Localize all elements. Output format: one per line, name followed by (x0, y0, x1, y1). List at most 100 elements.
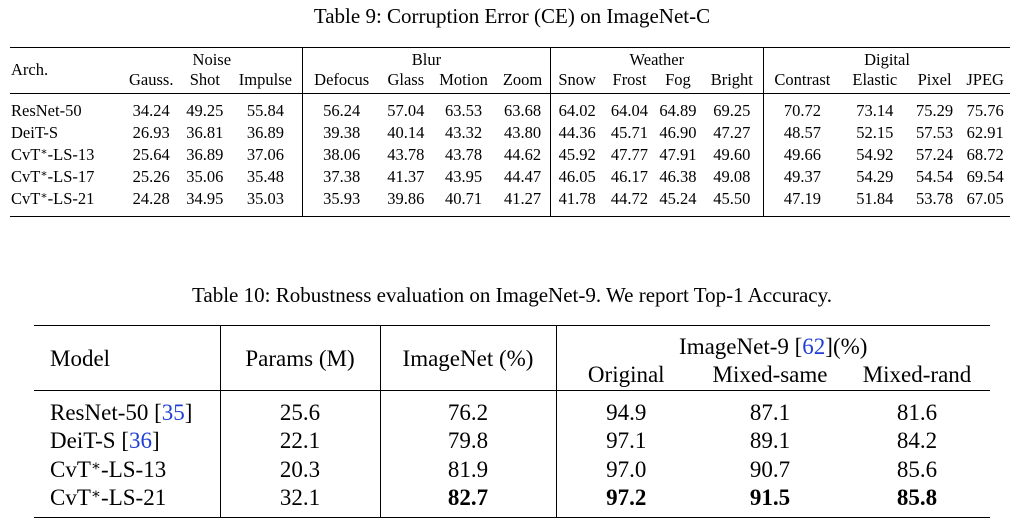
imagenet-cell: 81.9 (379, 455, 556, 484)
col-header-zoom: Zoom (495, 68, 551, 94)
mixed-same-cell: 87.1 (749, 399, 791, 425)
col-header-snow: Snow (549, 68, 604, 94)
imagenet-cell: 79.8 (379, 426, 556, 455)
value-cell: 41.37 (387, 166, 425, 186)
params-cell: 22.1 (219, 426, 380, 455)
mixed-rand-header: Mixed-rand (844, 358, 990, 391)
value-cell: 43.32 (444, 122, 483, 142)
value-cell: 46.38 (659, 166, 697, 186)
original-header: Original (555, 358, 696, 391)
value-cell: 47.91 (659, 144, 697, 164)
value-cell: 47.27 (713, 122, 751, 142)
value-cell: 64.02 (549, 93, 604, 122)
col-header-shot: Shot (181, 68, 229, 94)
value-cell: 45.71 (610, 122, 649, 142)
value-cell: 41.27 (504, 188, 542, 208)
value-cell: 49.66 (762, 144, 841, 166)
value-cell: 45.92 (549, 144, 604, 166)
value-cell: 37.06 (246, 144, 284, 164)
value-cell: 24.28 (132, 188, 170, 208)
value-cell: 73.14 (856, 100, 894, 120)
mixed-same-cell: 91.5 (749, 485, 791, 511)
col-header-contrast: Contrast (762, 68, 841, 94)
citation-link[interactable]: 35 (161, 399, 185, 425)
model-cell: DeiT-S [36] (50, 428, 160, 454)
value-cell: 35.48 (246, 166, 284, 186)
arch-header: Arch. (10, 47, 122, 94)
value-cell: 44.72 (610, 188, 649, 208)
params-cell: 20.3 (219, 455, 380, 484)
value-cell: 43.95 (444, 166, 483, 186)
value-cell: 45.24 (659, 188, 697, 208)
original-cell: 97.2 (555, 483, 696, 518)
original-cell: 97.0 (555, 455, 696, 484)
value-cell: 68.72 (966, 144, 1004, 164)
original-cell: 94.9 (555, 390, 696, 427)
mixed-rand-cell: 81.6 (896, 399, 938, 425)
value-cell: 54.92 (856, 144, 894, 164)
arch-cell: CvT∗-LS-17 (11, 166, 95, 186)
arch-cell: ResNet-50 (11, 100, 82, 120)
mixed-same-cell: 90.7 (749, 456, 791, 482)
value-cell: 62.91 (966, 122, 1004, 142)
citation-62[interactable]: 62 (802, 334, 826, 359)
value-cell: 35.93 (302, 188, 381, 217)
arch-cell: CvT∗-LS-13 (11, 144, 95, 164)
mixed-same-header: Mixed-same (696, 358, 844, 391)
value-cell: 55.84 (246, 100, 284, 120)
col-header-glass: Glass (380, 68, 432, 94)
value-cell: 47.19 (762, 188, 841, 217)
table-row: ResNet-50 [35] 25.6 76.2 94.9 87.1 81.6 (34, 390, 990, 427)
table-row: CvT∗-LS-13 20.3 81.9 97.0 90.7 85.6 (34, 455, 990, 484)
model-header: Model (34, 325, 220, 391)
value-cell: 47.77 (610, 144, 649, 164)
col-header-fog: Fog (655, 68, 701, 94)
mixed-rand-cell: 84.2 (896, 428, 938, 454)
value-cell: 36.81 (186, 122, 224, 142)
value-cell: 38.06 (302, 144, 381, 166)
value-cell: 54.29 (856, 166, 894, 186)
value-cell: 49.25 (186, 100, 224, 120)
table-row: DeiT-S [36] 22.1 79.8 97.1 89.1 84.2 (34, 426, 990, 455)
model-cell: ResNet-50 [35] (50, 399, 193, 425)
value-cell: 36.89 (246, 122, 284, 142)
arch-cell: CvT∗-LS-21 (11, 188, 95, 208)
value-cell: 57.04 (387, 100, 425, 120)
value-cell: 54.54 (916, 166, 954, 186)
value-cell: 49.37 (762, 166, 841, 188)
imagenet-header: ImageNet (%) (379, 325, 556, 391)
value-cell: 40.71 (444, 188, 483, 208)
imagenet9-header: ImageNet-9 [62](%) (555, 325, 990, 359)
col-header-bright: Bright (700, 68, 764, 94)
model-cell: CvT∗-LS-13 (50, 456, 167, 482)
value-cell: 52.15 (856, 122, 894, 142)
table9-corruption-error: Arch. Noise Blur Weather Digital Gauss. S… (10, 47, 1010, 217)
table-row: CvT∗-LS-21 32.1 82.7 97.2 91.5 85.8 (34, 483, 990, 518)
value-cell: 39.38 (302, 122, 381, 144)
col-header-motion: Motion (431, 68, 496, 94)
col-header-impulse: Impulse (228, 68, 303, 94)
citation-link[interactable]: 36 (129, 428, 153, 454)
value-cell: 36.89 (186, 144, 224, 164)
value-cell: 46.17 (610, 166, 649, 186)
value-cell: 67.05 (966, 188, 1004, 208)
value-cell: 43.80 (504, 122, 542, 142)
value-cell: 49.60 (713, 144, 751, 164)
table10-robustness: Model Params (M) ImageNet (%) ImageNet-9… (34, 325, 990, 518)
table9-caption: Table 9: Corruption Error (CE) on ImageN… (313, 4, 711, 28)
table-row: CvT∗-LS-17 25.26 35.06 35.48 37.38 41.37 43.95… (10, 166, 1010, 188)
value-cell: 39.86 (387, 188, 425, 208)
mixed-rand-cell: 85.6 (896, 456, 938, 482)
mixed-same-cell: 89.1 (749, 428, 791, 454)
col-header-pixel: Pixel (908, 68, 961, 94)
table10-caption: Table 10: Robustness evaluation on Image… (192, 283, 832, 307)
model-cell: CvT∗-LS-21 (50, 485, 167, 511)
value-cell: 46.05 (549, 166, 604, 188)
value-cell: 35.06 (186, 166, 224, 186)
params-cell: 25.6 (219, 390, 380, 427)
value-cell: 35.03 (246, 188, 284, 208)
value-cell: 40.14 (387, 122, 425, 142)
value-cell: 34.24 (132, 100, 170, 120)
group-noise: Noise (192, 49, 232, 69)
group-digital: Digital (864, 49, 910, 69)
